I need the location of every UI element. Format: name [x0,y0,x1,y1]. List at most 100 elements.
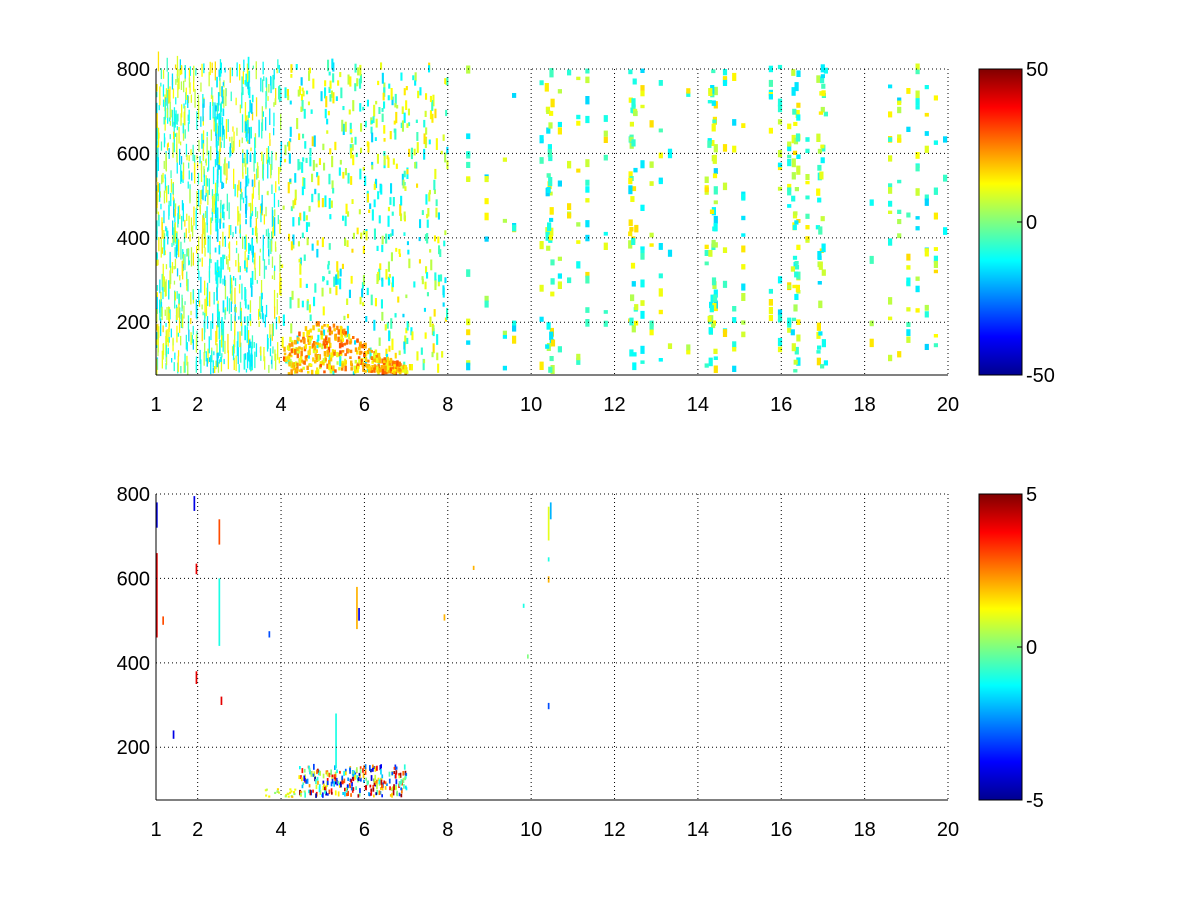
heatmap-cell [423,148,426,160]
heatmap-cell [226,256,228,265]
heatmap-cell [381,244,384,253]
heatmap-cell [156,252,158,259]
heatmap-cell [197,172,200,185]
heatmap-cell [163,190,166,204]
heatmap-cell [374,365,378,370]
heatmap-cell [201,63,203,77]
heatmap-cell [165,226,167,232]
heatmap-cell [247,178,250,184]
heatmap-cell [414,80,417,86]
heatmap-cell [234,278,237,287]
heatmap-cell [302,90,305,97]
heatmap-cell [176,307,178,320]
heatmap-cell [218,578,221,646]
heatmap-cell [943,174,948,182]
heatmap-cell [347,790,349,796]
heatmap-cell [338,367,341,371]
heatmap-cell [205,175,207,194]
heatmap-cell [324,87,327,99]
heatmap-cell [381,358,384,364]
heatmap-cell [212,360,214,368]
heatmap-cell [297,298,300,308]
heatmap-cell [628,178,633,185]
heatmap-cell [354,83,357,92]
heatmap-cell [166,89,169,109]
heatmap-cell [356,227,359,235]
heatmap-cell [156,84,158,92]
heatmap-cell [794,271,799,278]
heatmap-cell [180,241,182,260]
heatmap-cell [794,82,799,92]
heatmap-cell [221,96,224,104]
heatmap-cell [313,135,316,147]
heatmap-cell [339,72,342,78]
heatmap-cell [310,369,314,375]
heatmap-cell [338,342,342,349]
heatmap-cell [273,75,275,89]
heatmap-cell [303,775,306,782]
heatmap-cell [704,363,709,368]
heatmap-cell [312,357,315,362]
heatmap-cell [294,788,297,791]
heatmap-cell [184,353,186,373]
heatmap-cell [308,342,311,345]
heatmap-cell [419,87,422,96]
heatmap-cell [188,77,191,88]
heatmap-cell [603,115,608,122]
heatmap-cell [360,123,363,132]
heatmap-cell [400,365,403,370]
heatmap-cell [251,227,254,236]
heatmap-cell [732,347,737,352]
heatmap-cell [211,62,213,73]
heatmap-cell [567,203,572,210]
heatmap-cell [260,346,262,356]
heatmap-cell [818,331,823,336]
heatmap-cell [261,292,263,300]
heatmap-cell [371,365,374,371]
heatmap-cell [924,131,929,136]
heatmap-cell [188,170,190,180]
heatmap-cell [383,366,386,371]
heatmap-cell [318,158,321,165]
heatmap-cell [385,361,389,367]
heatmap-cell [199,204,201,215]
heatmap-cell [373,228,376,240]
heatmap-cell [342,215,345,221]
heatmap-cell [276,788,279,791]
heatmap-cell [411,331,414,341]
heatmap-cell [405,327,408,334]
heatmap-cell [915,152,920,159]
heatmap-cell [171,262,174,274]
heatmap-cell [344,168,347,176]
x-tick-label: 14 [687,394,709,416]
heatmap-cell [239,275,241,280]
heatmap-cell [262,313,264,323]
heatmap-cell [289,788,292,791]
heatmap-cell [239,266,241,273]
heatmap-cell [429,110,432,120]
heatmap-cell [915,188,920,196]
heatmap-cell [329,287,332,294]
heatmap-cell [444,277,447,284]
heatmap-cell [446,308,449,320]
heatmap-cell [413,281,416,288]
heatmap-cell [200,116,202,127]
heatmap-cell [377,364,380,369]
heatmap-cell [557,89,562,94]
heatmap-cell [167,72,169,89]
heatmap-cell [345,203,348,214]
heatmap-cell [316,248,319,258]
heatmap-cell [288,233,291,242]
heatmap-cell [193,75,195,92]
heatmap-cell [386,356,389,363]
heatmap-cell [631,98,636,108]
heatmap-cell [412,75,415,81]
heatmap-cell [777,319,783,323]
heatmap-cell [207,301,209,307]
heatmap-cell [341,119,344,132]
heatmap-cell [160,291,162,305]
heatmap-cell [375,357,379,363]
heatmap-cell [432,343,435,354]
heatmap-cell [787,123,792,130]
x-tick-label: 20 [937,394,959,416]
